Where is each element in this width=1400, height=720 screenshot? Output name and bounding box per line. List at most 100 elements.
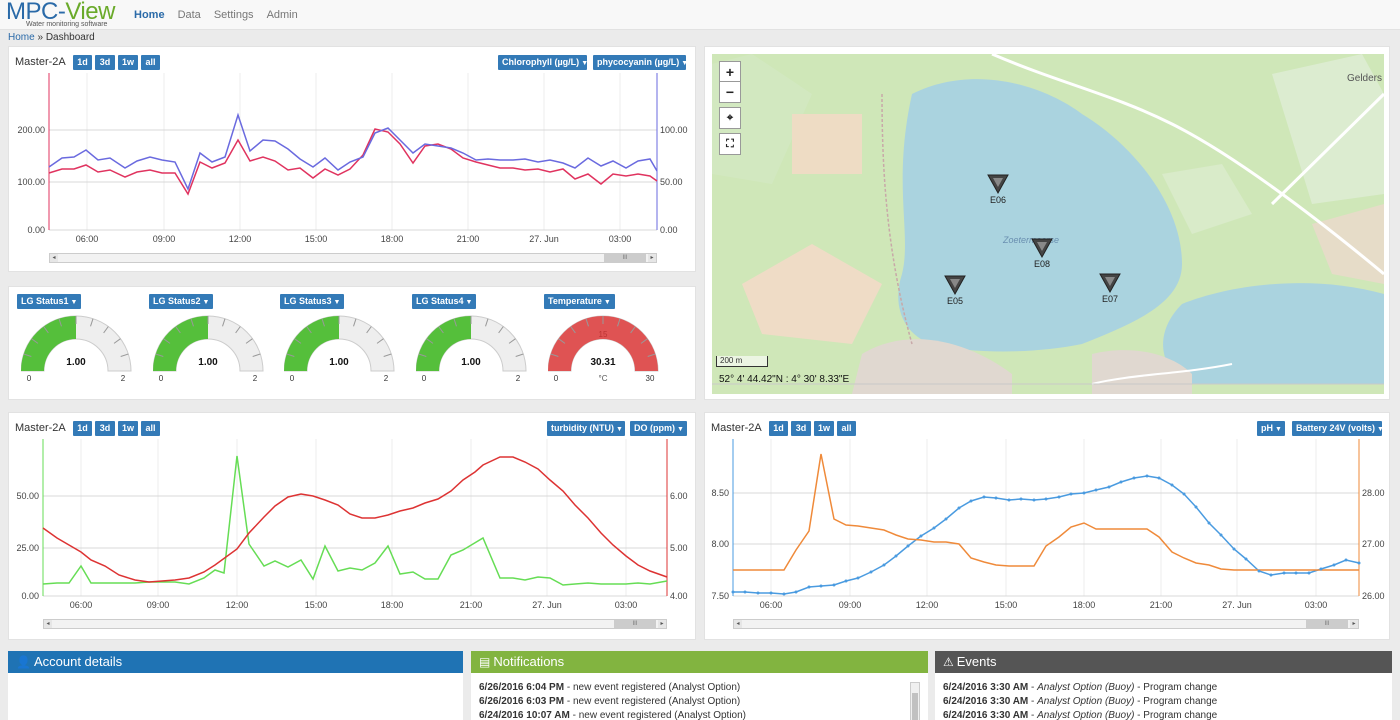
notifications-scrollbar[interactable] bbox=[910, 682, 920, 720]
data-point bbox=[1332, 563, 1336, 567]
gauge-max: 30 bbox=[646, 374, 655, 383]
x-tick-label: 15:00 bbox=[995, 600, 1018, 610]
range-1w-button[interactable]: 1w bbox=[814, 421, 834, 436]
data-point bbox=[869, 570, 873, 574]
chart3-panel: Master-2A 1d 3d 1w all pH ▼ Battery 24V (… bbox=[704, 412, 1390, 640]
zoom-in-button[interactable]: + bbox=[719, 61, 741, 83]
map-view[interactable] bbox=[712, 54, 1384, 394]
zoom-out-button[interactable]: − bbox=[719, 81, 741, 103]
chart3-scrollbar[interactable]: ◂ III ▸ bbox=[733, 619, 1359, 629]
events-header: ⚠ Events bbox=[935, 651, 1392, 673]
x-tick-label: 15:00 bbox=[305, 234, 328, 244]
scroll-right-icon[interactable]: ▸ bbox=[648, 254, 656, 262]
chart2-right-dropdown[interactable]: DO (ppm) ▼ bbox=[630, 421, 687, 436]
gauge-5: 30.31 0 30 15 °C bbox=[548, 315, 659, 383]
gauge-value: 1.00 bbox=[329, 357, 349, 368]
series-2-line[interactable] bbox=[42, 456, 668, 583]
range-3d-button[interactable]: 3d bbox=[95, 55, 115, 70]
scroll-left-icon[interactable]: ◂ bbox=[44, 620, 52, 628]
chart1-scrollbar[interactable]: ◂ III ▸ bbox=[49, 253, 657, 263]
range-1d-button[interactable]: 1d bbox=[769, 421, 788, 436]
range-3d-button[interactable]: 3d bbox=[95, 421, 115, 436]
map-marker-e08[interactable]: E08 bbox=[1027, 237, 1057, 269]
gauge-tick bbox=[90, 318, 94, 327]
scroll-right-icon[interactable]: ▸ bbox=[1350, 620, 1358, 628]
range-1w-button[interactable]: 1w bbox=[118, 55, 138, 70]
nav-data[interactable]: Data bbox=[177, 9, 201, 21]
gauge-tick bbox=[175, 326, 181, 334]
x-tick-label: 15:00 bbox=[305, 600, 328, 610]
scroll-thumb[interactable]: III bbox=[614, 620, 656, 628]
gauge-1-dropdown[interactable]: LG Status1 ▼ bbox=[17, 294, 82, 309]
data-point bbox=[1019, 497, 1023, 501]
map-scale-label: 200 m bbox=[720, 356, 743, 365]
event-item[interactable]: 6/24/2016 3:30 AM - Analyst Option (Buoy… bbox=[943, 682, 1218, 693]
x-tick-label: 21:00 bbox=[460, 600, 483, 610]
breadcrumb-home[interactable]: Home bbox=[8, 32, 35, 43]
chart3-right-dropdown[interactable]: Battery 24V (volts) ▼ bbox=[1292, 421, 1384, 436]
chart2-scrollbar[interactable]: ◂ III ▸ bbox=[43, 619, 667, 629]
nav-settings[interactable]: Settings bbox=[213, 9, 254, 21]
notification-item[interactable]: 6/26/2016 6:03 PM - new event registered… bbox=[479, 695, 928, 709]
gauge-2-dropdown[interactable]: LG Status2 ▼ bbox=[149, 294, 214, 309]
notification-item[interactable]: 6/26/2016 6:04 PM - new event registered… bbox=[479, 681, 928, 695]
scroll-right-icon[interactable]: ▸ bbox=[658, 620, 666, 628]
range-1d-button[interactable]: 1d bbox=[73, 421, 92, 436]
fullscreen-icon[interactable]: ⛶ bbox=[719, 133, 741, 155]
nav-admin[interactable]: Admin bbox=[266, 9, 298, 21]
gauge-4-dropdown[interactable]: LG Status4 ▼ bbox=[412, 294, 477, 309]
gauge-label: LG Status4 bbox=[416, 296, 464, 306]
notification-item[interactable]: 6/24/2016 10:07 AM - new event registere… bbox=[479, 709, 928, 720]
data-point bbox=[944, 517, 948, 521]
event-item[interactable]: 6/24/2016 3:30 AM - Analyst Option (Buoy… bbox=[943, 696, 1218, 707]
chart1-left-dropdown[interactable]: Chlorophyll (µg/L) ▼ bbox=[498, 55, 588, 70]
gauge-tick bbox=[23, 353, 32, 357]
map-marker-e05[interactable]: E05 bbox=[940, 274, 970, 306]
gauge-tick bbox=[383, 353, 392, 357]
chart1-right-dropdown[interactable]: phycocyanin (µg/L) ▼ bbox=[593, 55, 688, 70]
event-time: 6/24/2016 3:30 AM bbox=[943, 710, 1029, 720]
x-tick-label: 12:00 bbox=[916, 600, 939, 610]
range-all-button[interactable]: all bbox=[141, 55, 160, 70]
chart2-plot: 06:00 09:00 12:00 15:00 18:00 21:00 27. Jun 03:… bbox=[16, 439, 688, 610]
gauge-max: 2 bbox=[253, 374, 258, 383]
data-point bbox=[1257, 569, 1261, 573]
gauge-tick bbox=[235, 326, 241, 334]
range-all-button[interactable]: all bbox=[837, 421, 856, 436]
gauge-3-dropdown[interactable]: LG Status3 ▼ bbox=[280, 294, 345, 309]
gauge-label: LG Status3 bbox=[284, 296, 332, 306]
data-point bbox=[982, 495, 986, 499]
nav-home[interactable]: Home bbox=[134, 9, 165, 21]
chart3-right-dropdown-label: Battery 24V (volts) bbox=[1296, 423, 1376, 433]
scroll-thumb[interactable]: III bbox=[1306, 620, 1348, 628]
scroll-left-icon[interactable]: ◂ bbox=[50, 254, 58, 262]
x-tick-label: 03:00 bbox=[615, 600, 638, 610]
right-y-tick-label: 100.00 bbox=[660, 125, 688, 135]
map-marker-e07[interactable]: E07 bbox=[1095, 272, 1125, 304]
data-point bbox=[1307, 571, 1311, 575]
map-marker-label: E06 bbox=[989, 195, 1006, 205]
right-y-tick-label: 5.00 bbox=[670, 543, 688, 553]
locate-icon[interactable]: ⌖ bbox=[719, 107, 741, 129]
app-logo[interactable]: MPC-View Water monitoring software bbox=[6, 0, 115, 28]
series-2-line[interactable] bbox=[48, 112, 658, 191]
breadcrumb-current: Dashboard bbox=[45, 32, 95, 43]
gauge-5-dropdown[interactable]: Temperature ▼ bbox=[544, 294, 615, 309]
gauge-tick bbox=[376, 338, 384, 344]
scroll-left-icon[interactable]: ◂ bbox=[734, 620, 742, 628]
chart3-left-dropdown[interactable]: pH ▼ bbox=[1257, 421, 1285, 436]
series-2-line[interactable] bbox=[733, 453, 1359, 571]
scroll-thumb[interactable]: III bbox=[604, 254, 646, 262]
range-1d-button[interactable]: 1d bbox=[73, 55, 92, 70]
series-1-line[interactable] bbox=[42, 455, 668, 586]
range-1w-button[interactable]: 1w bbox=[118, 421, 138, 436]
series-1-line[interactable] bbox=[733, 475, 1360, 595]
data-point bbox=[856, 576, 860, 580]
map-marker-e06[interactable]: E06 bbox=[983, 173, 1013, 205]
event-item[interactable]: 6/24/2016 3:30 AM - Analyst Option (Buoy… bbox=[943, 710, 1218, 720]
data-point bbox=[769, 591, 773, 595]
range-3d-button[interactable]: 3d bbox=[791, 421, 811, 436]
series-1-line[interactable] bbox=[48, 128, 658, 196]
chart2-left-dropdown[interactable]: turbidity (NTU) ▼ bbox=[547, 421, 625, 436]
range-all-button[interactable]: all bbox=[141, 421, 160, 436]
